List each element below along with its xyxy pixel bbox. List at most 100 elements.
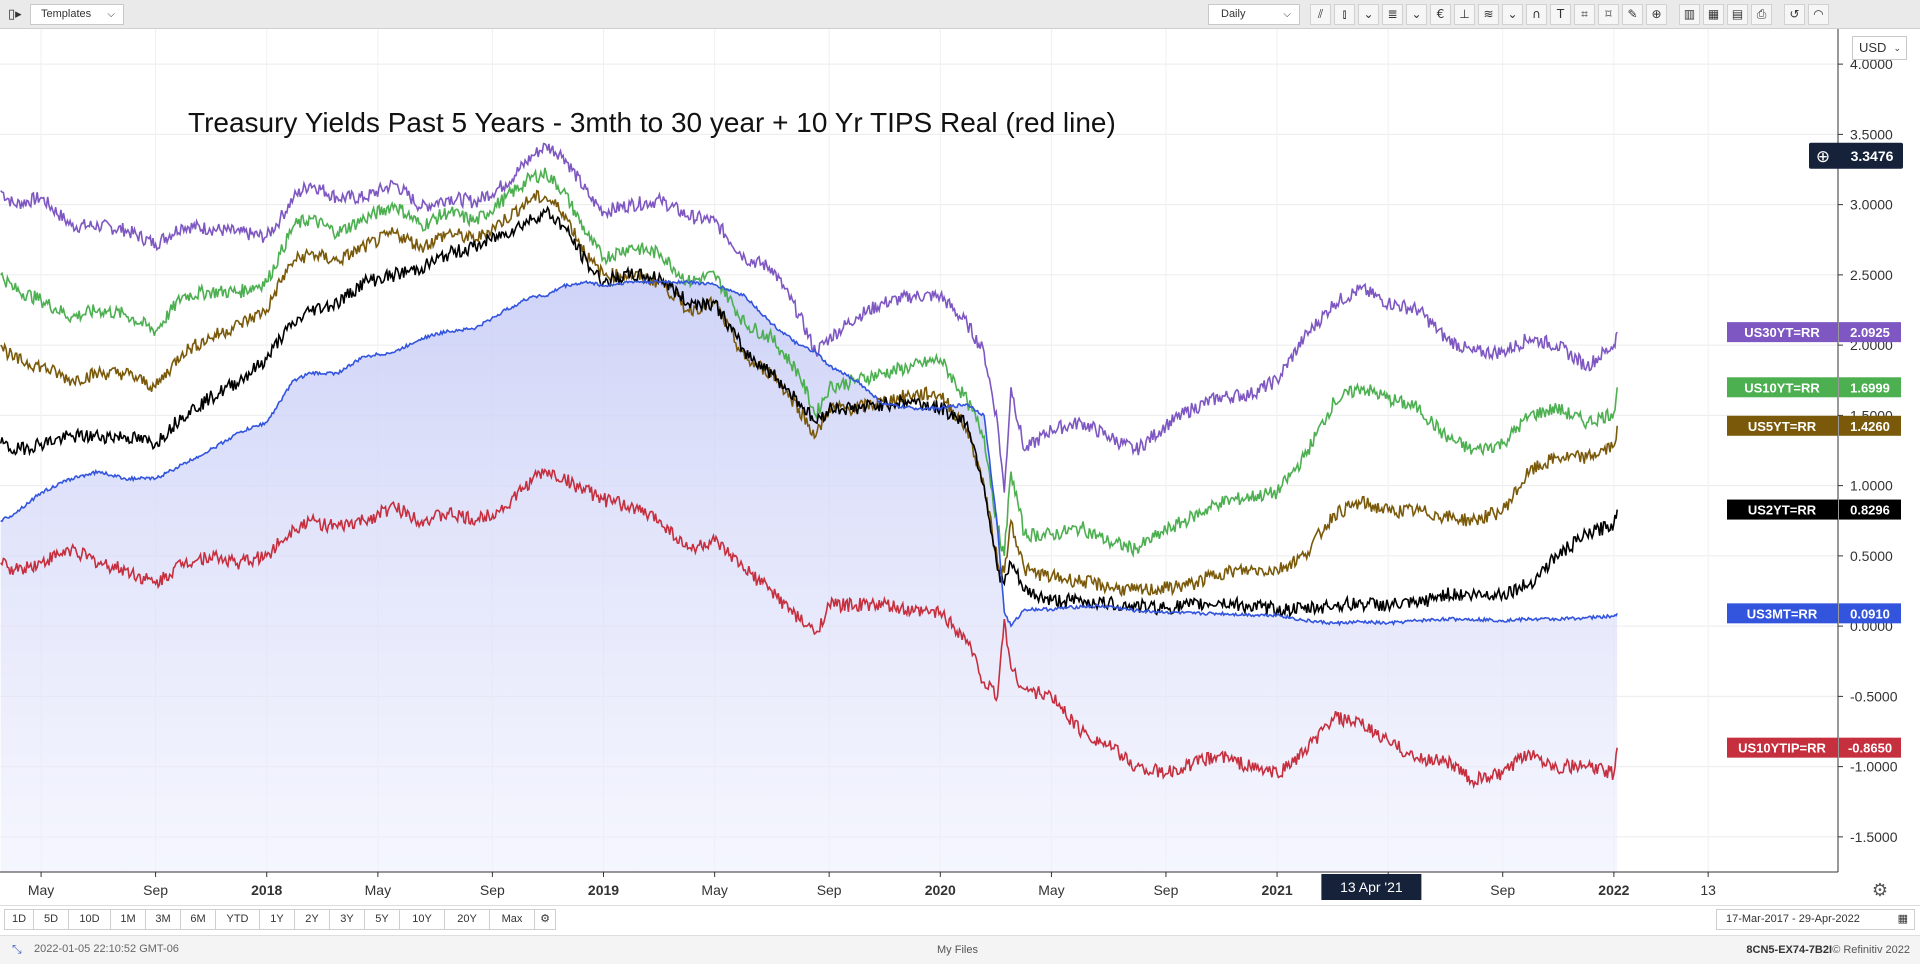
shapes-icon[interactable]: ⌗	[1574, 4, 1595, 25]
indicator-icon[interactable]: ⊥	[1454, 4, 1475, 25]
panel-toggle-icon[interactable]: ▯▸	[8, 6, 22, 21]
last-value-label: US3MT=RR 0.0910	[1727, 603, 1901, 624]
range-button-6m[interactable]: 6M	[180, 909, 216, 930]
chevron-down-icon: ⌄	[1893, 43, 1901, 53]
series-line-US10YTIP=RR[interactable]	[0, 468, 1618, 790]
crop-icon[interactable]: ⌑	[1598, 4, 1619, 25]
status-code: 8CN5-EX74-7B2I	[1746, 944, 1832, 956]
chevron-down-icon[interactable]: ⌄	[1502, 4, 1523, 25]
tool-icons: ⫽ ⫾ ⌄ ≣ ⌄ € ⊥ ≋ ⌄ ∩ T ⌗ ⌑ ✎ ⊕ ▥ ▦ ▤ ⎙ ↺ …	[1310, 4, 1829, 25]
series-value-label: 0.0910	[1850, 606, 1890, 621]
text-tool-icon[interactable]: T	[1550, 4, 1571, 25]
date-range-picker[interactable]: 17-Mar-2017 - 29-Apr-2022 ▦	[1716, 909, 1915, 930]
range-button-1y[interactable]: 1Y	[259, 909, 295, 930]
range-button-20y[interactable]: 20Y	[444, 909, 490, 930]
series-value-label: 0.8296	[1850, 503, 1890, 518]
chart-icon[interactable]: ▥	[1679, 4, 1700, 25]
series-value-label: 2.0925	[1850, 325, 1890, 340]
chart-title: Treasury Yields Past 5 Years - 3mth to 3…	[188, 107, 1116, 138]
date-range-text: 17-Mar-2017 - 29-Apr-2022	[1726, 913, 1860, 925]
copyright: © Refinitiv 2022	[1832, 944, 1910, 956]
range-button-1m[interactable]: 1M	[110, 909, 146, 930]
series-name-label: US3MT=RR	[1747, 606, 1818, 621]
series-line-US3MT=RR[interactable]	[0, 278, 1618, 628]
chevron-down-icon: ⌵	[1283, 9, 1291, 20]
status-bar: ⤡ 2022-01-05 22:10:52 GMT-06 My Files 8C…	[0, 935, 1920, 964]
chevron-down-icon[interactable]: ⌄	[1406, 4, 1427, 25]
crosshair-x-label: 13 Apr '21	[1321, 874, 1422, 900]
range-button-ytd[interactable]: YTD	[215, 909, 260, 930]
x-axis[interactable]: May Sep 2018 May Sep 2019 May Sep 2020 May Sep 2021…	[0, 871, 1888, 900]
table-icon[interactable]: ▦	[1703, 4, 1724, 25]
yield-chart[interactable]: 4.00003.50003.00002.50002.00001.50001.00…	[0, 29, 1920, 904]
chevron-down-icon: ⌵	[107, 9, 115, 20]
series-name-label: US5YT=RR	[1748, 419, 1817, 434]
x-tick-label: 2020	[925, 882, 956, 898]
interval-label: Daily	[1221, 8, 1246, 20]
my-files-link[interactable]: My Files	[937, 944, 978, 956]
series-line-US30YT=RR[interactable]	[0, 142, 1618, 493]
last-value-labels: US30YT=RR 2.0925 US10YT=RR 1.6999 US5YT=RR 1.…	[1321, 142, 1903, 900]
y-tick-label: 2.5000	[1850, 267, 1893, 283]
x-tick-label: Sep	[1153, 882, 1178, 898]
x-tick-label: May	[28, 882, 54, 898]
x-tick-label: Sep	[480, 882, 505, 898]
print-icon[interactable]: ⎙	[1751, 4, 1772, 25]
last-value-label: US10YTIP=RR -0.8650	[1727, 737, 1901, 758]
interval-select[interactable]: Daily ⌵	[1208, 4, 1300, 25]
euro-icon[interactable]: €	[1430, 4, 1451, 25]
zoom-icon[interactable]: ⊕	[1646, 4, 1667, 25]
news-icon[interactable]: ▤	[1727, 4, 1748, 25]
x-tick-label: May	[701, 882, 727, 898]
y-tick-label: 4.0000	[1850, 56, 1893, 72]
magnet-icon[interactable]: ∩	[1526, 4, 1547, 25]
chart-area[interactable]: 4.0000 3.5000 3.0000 2.5000 2.0000 1.5000 1.00…	[0, 29, 1920, 904]
range-button-10d[interactable]: 10D	[68, 909, 111, 930]
x-tick-label: May	[1038, 882, 1064, 898]
series-line-US10YT=RR[interactable]	[0, 167, 1618, 559]
line-chart-icon[interactable]: ⫽	[1310, 4, 1331, 25]
add-icon[interactable]: ⊕	[1816, 147, 1830, 166]
y-tick-label: 3.0000	[1850, 197, 1893, 213]
range-buttons: 1D 5D 10D 1M 3M 6M YTD 1Y 2Y 3Y 5Y 10Y 20Y Max ⚙	[4, 909, 556, 930]
range-button-3y[interactable]: 3Y	[329, 909, 365, 930]
x-tick-label: 2021	[1262, 882, 1293, 898]
range-button-max[interactable]: Max	[489, 909, 535, 930]
crosshair-y-label: ⊕ 3.3476	[1809, 142, 1903, 169]
templates-dropdown[interactable]: Templates ⌵	[30, 4, 124, 25]
range-button-10y[interactable]: 10Y	[399, 909, 445, 930]
series-value-label: 1.4260	[1850, 419, 1890, 434]
y-tick-label: 0.5000	[1850, 548, 1893, 564]
range-settings-icon[interactable]: ⚙	[534, 909, 556, 930]
edit-icon[interactable]: ✎	[1622, 4, 1643, 25]
calendar-icon: ▦	[1897, 913, 1908, 925]
range-button-5d[interactable]: 5D	[33, 909, 69, 930]
crosshair-y-value: 3.3476	[1851, 148, 1894, 164]
y-tick-label: 3.5000	[1850, 126, 1893, 142]
x-tick-label: 2018	[251, 882, 282, 898]
range-button-3m[interactable]: 3M	[145, 909, 181, 930]
range-button-1d[interactable]: 1D	[4, 909, 34, 930]
chevron-down-icon[interactable]: ⌄	[1358, 4, 1379, 25]
bars-icon[interactable]: ≣	[1382, 4, 1403, 25]
x-tick-label: May	[365, 882, 391, 898]
expand-icon[interactable]: ⤡	[12, 942, 22, 956]
series-line-US2YT=RR[interactable]	[0, 205, 1618, 619]
series-name-label: US10YT=RR	[1744, 380, 1820, 395]
y-tick-label: -0.5000	[1850, 688, 1898, 704]
series-name-label: US2YT=RR	[1748, 503, 1817, 518]
range-button-2y[interactable]: 2Y	[294, 909, 330, 930]
currency-select[interactable]: USD ⌄	[1852, 36, 1907, 60]
series-line-US5YT=RR[interactable]	[0, 189, 1618, 598]
studies-icon[interactable]: ≋	[1478, 4, 1499, 25]
area-fill	[0, 280, 1618, 872]
candle-icon[interactable]: ⫾	[1334, 4, 1355, 25]
undo-icon[interactable]: ↺	[1784, 4, 1805, 25]
x-tick-label: 2022	[1598, 882, 1629, 898]
logo-icon: ◠	[1808, 4, 1829, 25]
gear-icon[interactable]: ⚙	[1872, 880, 1888, 900]
last-value-label: US5YT=RR 1.4260	[1727, 415, 1901, 436]
range-button-5y[interactable]: 5Y	[364, 909, 400, 930]
last-value-label: US10YT=RR 1.6999	[1727, 377, 1901, 398]
x-tick-label: Sep	[817, 882, 842, 898]
